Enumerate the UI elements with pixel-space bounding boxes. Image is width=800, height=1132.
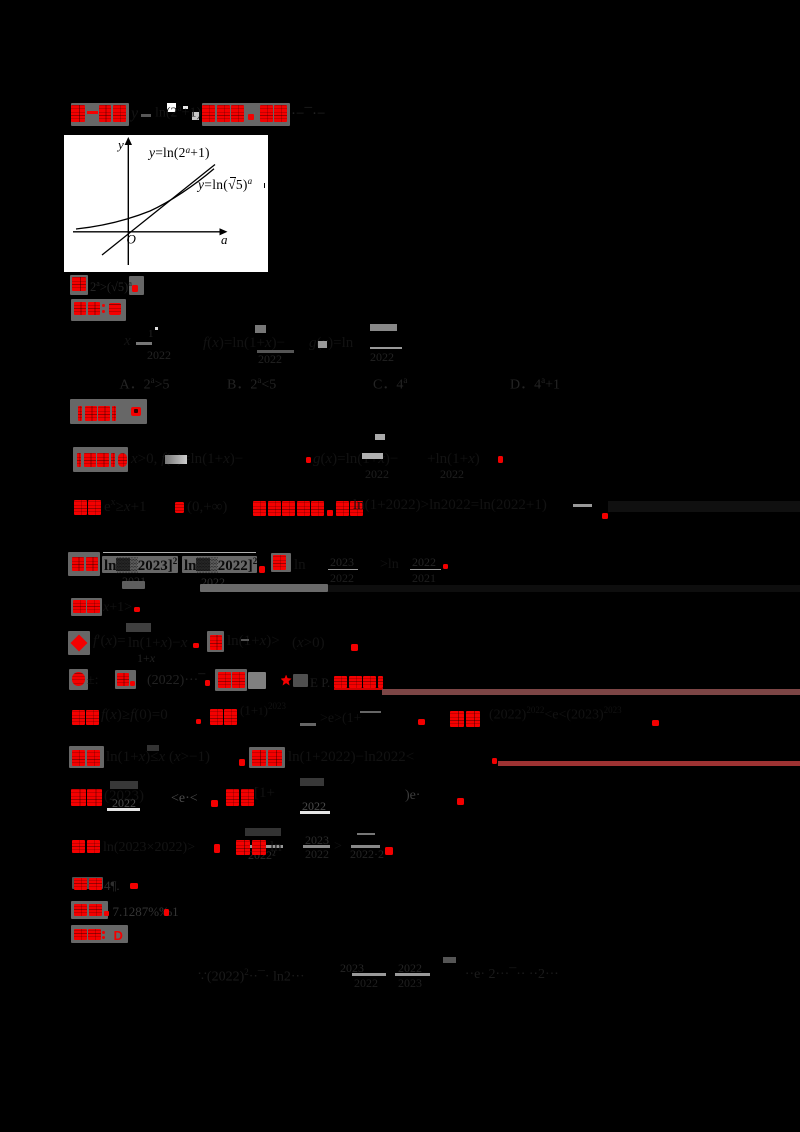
svg-text:y: y [116, 137, 124, 152]
svg-text:a: a [221, 232, 228, 247]
svg-text:O: O [127, 232, 137, 247]
svg-text:y=ln(√5)a: y=ln(√5)a [196, 176, 253, 192]
svg-text:y=ln(2a+1): y=ln(2a+1) [147, 145, 210, 160]
